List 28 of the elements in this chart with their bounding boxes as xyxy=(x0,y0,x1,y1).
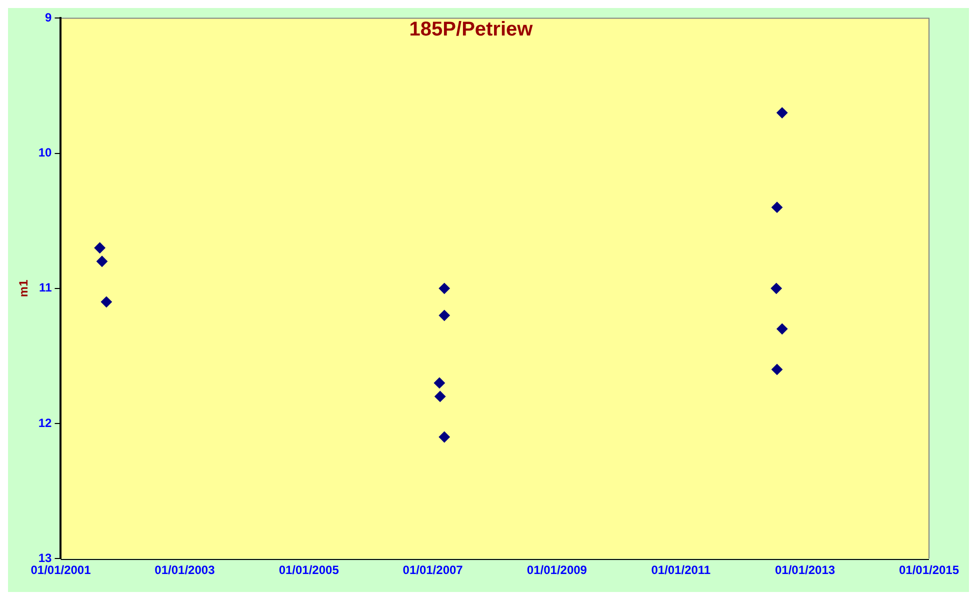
x-tick-label: 01/01/2003 xyxy=(154,563,216,578)
x-tick-label: 01/01/2005 xyxy=(278,563,340,578)
x-tick-label: 01/01/2011 xyxy=(651,563,711,578)
x-tick-label: 01/01/2009 xyxy=(526,563,588,578)
point xyxy=(772,202,783,213)
point xyxy=(434,390,446,402)
y-tick-label: 10 xyxy=(38,146,52,160)
point xyxy=(96,256,108,267)
point xyxy=(776,323,788,334)
point xyxy=(772,364,783,375)
y-tick-label: 13 xyxy=(38,550,52,565)
y-tick-label: 9 xyxy=(45,10,52,25)
x-tick-label: 01/01/2007 xyxy=(402,563,464,578)
x-tick-label: 01/01/2013 xyxy=(775,563,836,578)
x-tick-label: 01/01/2001 xyxy=(30,563,92,578)
point xyxy=(776,107,788,118)
point xyxy=(770,282,782,294)
point xyxy=(434,377,445,388)
point xyxy=(438,282,450,294)
y-tick-label: 12 xyxy=(38,416,52,430)
point xyxy=(438,432,450,443)
point xyxy=(94,242,106,254)
point xyxy=(438,310,450,321)
y-axis-title: m1 xyxy=(16,279,31,298)
point xyxy=(100,296,112,308)
chart-title: 185P/Petriew xyxy=(409,18,534,41)
y-tick-label: 11 xyxy=(39,280,52,295)
x-tick-label: 01/01/2015 xyxy=(898,563,960,578)
